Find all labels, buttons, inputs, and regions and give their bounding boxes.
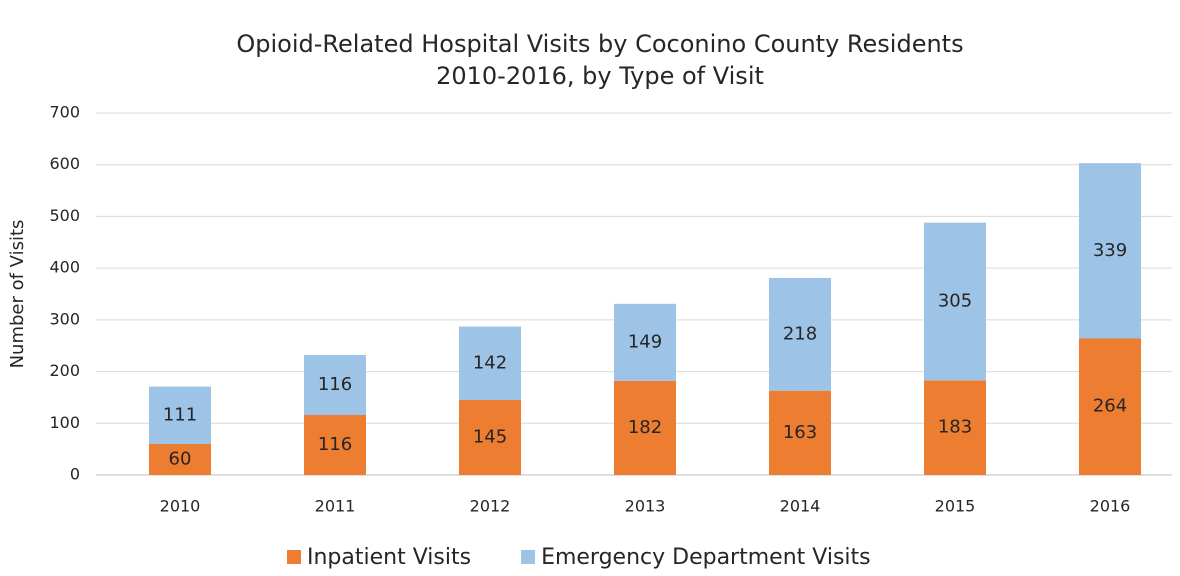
data-label: 182: [628, 417, 662, 438]
chart-title: Opioid-Related Hospital Visits by Coconi…: [236, 30, 963, 58]
data-label: 142: [473, 352, 507, 373]
data-label: 116: [318, 374, 352, 395]
data-label: 305: [938, 290, 972, 311]
legend-label: Inpatient Visits: [307, 545, 471, 570]
legend-swatch: [521, 550, 536, 564]
y-tick-label: 0: [70, 465, 80, 484]
data-label: 183: [938, 417, 972, 438]
x-tick-label: 2016: [1090, 497, 1131, 516]
data-label: 218: [783, 323, 817, 344]
bar-segment: [149, 443, 211, 475]
y-tick-label: 200: [49, 361, 80, 380]
legend-swatch: [287, 550, 301, 564]
data-label: 145: [473, 427, 507, 448]
x-tick-label: 2015: [935, 497, 976, 516]
x-tick-label: 2011: [315, 497, 356, 516]
data-label: 60: [169, 448, 192, 469]
legend-label: Emergency Department Visits: [541, 545, 871, 570]
x-tick-label: 2010: [160, 497, 201, 516]
x-tick-label: 2013: [625, 497, 666, 516]
bar-segment: [924, 380, 986, 475]
y-tick-label: 500: [49, 206, 80, 225]
bar-segment: [149, 386, 211, 444]
bar-segment: [304, 355, 366, 416]
bar-segment: [459, 326, 521, 401]
y-tick-label: 300: [49, 309, 80, 328]
bar-segment: [614, 303, 676, 381]
data-label: 116: [318, 434, 352, 455]
data-label: 163: [783, 422, 817, 443]
bar-segment: [459, 400, 521, 475]
bar-segment: [769, 277, 831, 391]
y-tick-label: 600: [49, 154, 80, 173]
bar-segment: [924, 222, 986, 381]
data-label: 339: [1093, 240, 1127, 261]
bar-segment: [1079, 163, 1141, 339]
y-axis-label: Number of Visits: [7, 220, 28, 369]
chart-subtitle: 2010-2016, by Type of Visit: [436, 62, 764, 90]
bar-segment: [614, 380, 676, 475]
x-tick-label: 2012: [470, 497, 511, 516]
bar-segment: [304, 415, 366, 475]
y-tick-label: 700: [49, 103, 80, 122]
y-tick-label: 400: [49, 258, 80, 277]
data-label: 264: [1093, 396, 1127, 417]
bar-segment: [769, 390, 831, 475]
x-tick-label: 2014: [780, 497, 821, 516]
data-label: 111: [163, 404, 197, 425]
data-label: 149: [628, 331, 662, 352]
bar-segment: [1079, 338, 1141, 475]
y-tick-label: 100: [49, 413, 80, 432]
